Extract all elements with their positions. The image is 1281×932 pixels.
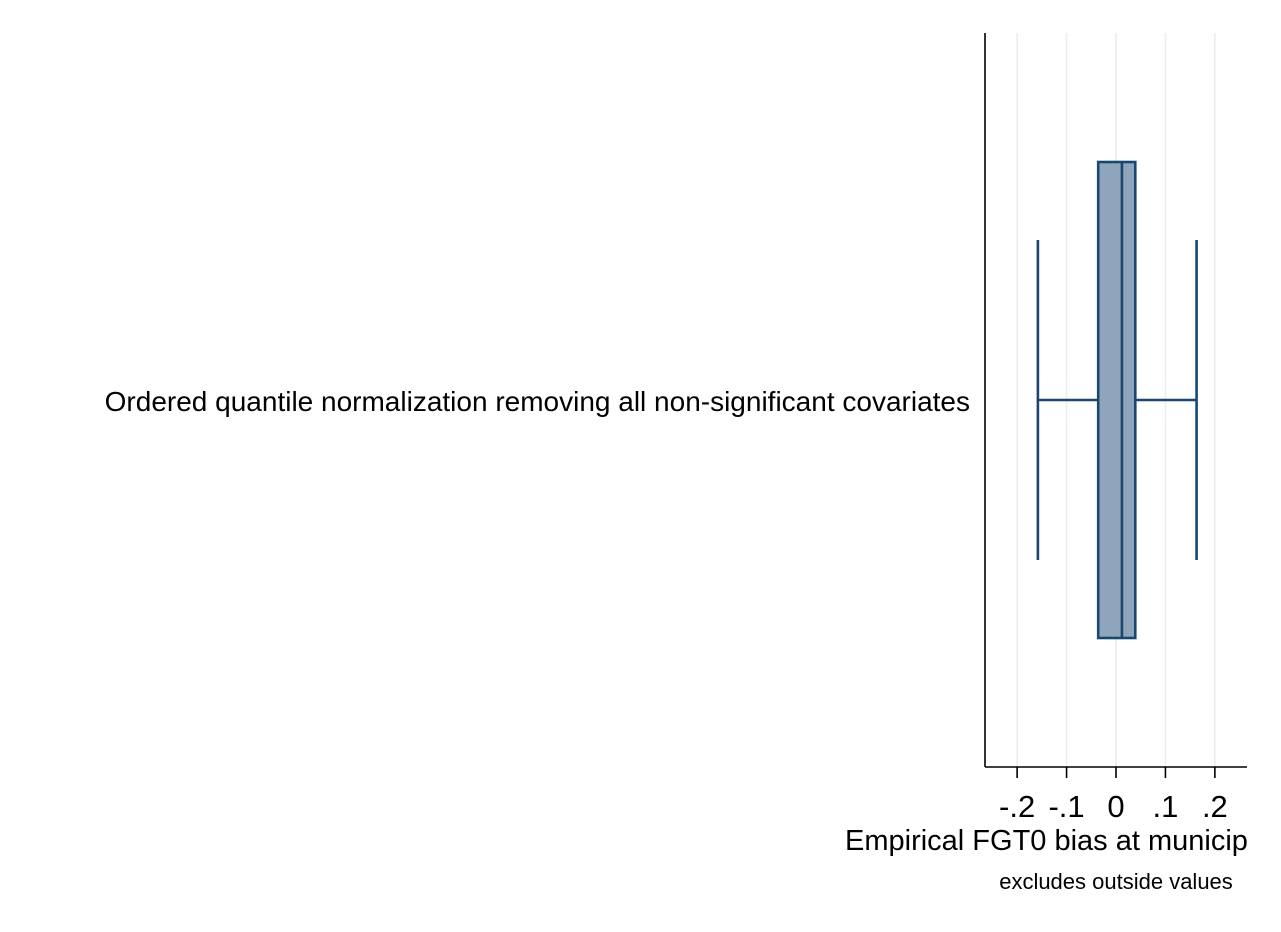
x-tick-label: .1 <box>1153 789 1179 824</box>
box-series <box>1036 160 1198 640</box>
iqr-box <box>1096 160 1137 640</box>
x-tick-label: 0 <box>1107 789 1124 824</box>
chart-note: excludes outside values <box>999 869 1233 894</box>
chart-labels: Ordered quantile normalization removing … <box>105 386 1248 894</box>
x-tick-label: -.2 <box>999 789 1035 824</box>
x-axis-title: Empirical FGT0 bias at municip <box>845 825 1248 857</box>
x-tick-label: .2 <box>1202 789 1228 824</box>
category-label: Ordered quantile normalization removing … <box>105 386 970 417</box>
x-tick-label: -.1 <box>1048 789 1084 824</box>
axes: -.2 -.1 0 .1 .2 <box>984 33 1247 824</box>
